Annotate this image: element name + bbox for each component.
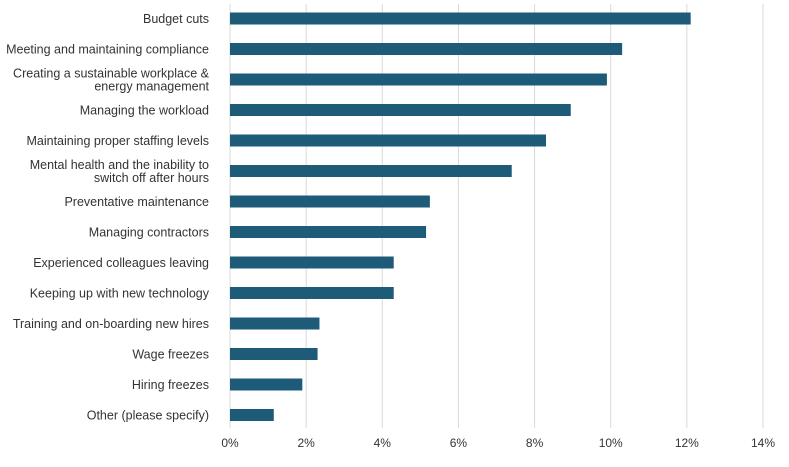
x-tick-label: 0% — [221, 436, 239, 450]
x-tick-label: 2% — [297, 436, 315, 450]
category-label: Budget cuts — [143, 12, 209, 26]
bar — [230, 12, 691, 25]
category-label: Preventative maintenance — [64, 195, 209, 209]
category-label: Hiring freezes — [132, 378, 209, 392]
bar — [230, 317, 320, 330]
x-tick-label: 4% — [374, 436, 392, 450]
category-label: Other (please specify) — [87, 409, 209, 423]
category-label: Creating a sustainable workplace & energy… — [13, 67, 210, 94]
bar — [230, 73, 607, 86]
category-label: Managing the workload — [80, 104, 209, 118]
x-tick-label: 8% — [526, 436, 544, 450]
bar — [230, 104, 571, 116]
category-label: Keeping up with new technology — [30, 287, 210, 301]
category-label: Meeting and maintaining compliance — [6, 43, 209, 57]
bar — [230, 348, 318, 360]
category-label: Mental health and the inability to switch… — [30, 158, 209, 185]
bar — [230, 409, 274, 421]
bar — [230, 287, 394, 299]
x-tick-label: 10% — [599, 436, 623, 450]
x-tick-label: 6% — [450, 436, 468, 450]
category-label: Wage freezes — [132, 348, 209, 362]
bar — [230, 256, 394, 269]
category-label: Managing contractors — [89, 226, 209, 240]
x-tick-label: 12% — [675, 436, 699, 450]
category-label: Maintaining proper staffing levels — [26, 134, 209, 148]
bar — [230, 134, 546, 147]
x-axis-ticks: 0% 2% 4% 6% 8% 10% 12% 14% — [221, 436, 775, 450]
bar — [230, 378, 303, 391]
bar — [230, 226, 427, 238]
bar — [230, 165, 512, 177]
gridlines — [229, 4, 764, 428]
category-label: Experienced colleagues leaving — [33, 256, 209, 270]
x-tick-label: 14% — [751, 436, 775, 450]
category-labels: Budget cuts Meeting and maintaining compl… — [6, 12, 210, 423]
bar — [230, 43, 623, 55]
bar — [230, 195, 430, 208]
category-label: Training and on-boarding new hires — [13, 317, 209, 331]
bars — [230, 12, 691, 421]
